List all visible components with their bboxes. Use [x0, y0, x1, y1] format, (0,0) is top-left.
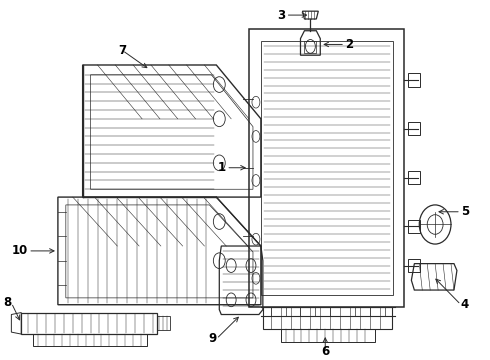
Text: 9: 9 — [208, 333, 216, 346]
Text: 8: 8 — [3, 296, 11, 309]
Bar — [408, 73, 420, 86]
Bar — [408, 171, 420, 184]
Text: 3: 3 — [277, 9, 286, 22]
Text: 1: 1 — [218, 161, 226, 174]
Text: 5: 5 — [461, 205, 469, 218]
Text: 2: 2 — [345, 38, 353, 51]
Text: 7: 7 — [118, 44, 126, 57]
Text: 4: 4 — [461, 298, 469, 311]
Text: 6: 6 — [321, 345, 329, 358]
Bar — [408, 122, 420, 135]
Bar — [408, 220, 420, 233]
Bar — [408, 259, 420, 273]
Text: 10: 10 — [12, 244, 28, 257]
